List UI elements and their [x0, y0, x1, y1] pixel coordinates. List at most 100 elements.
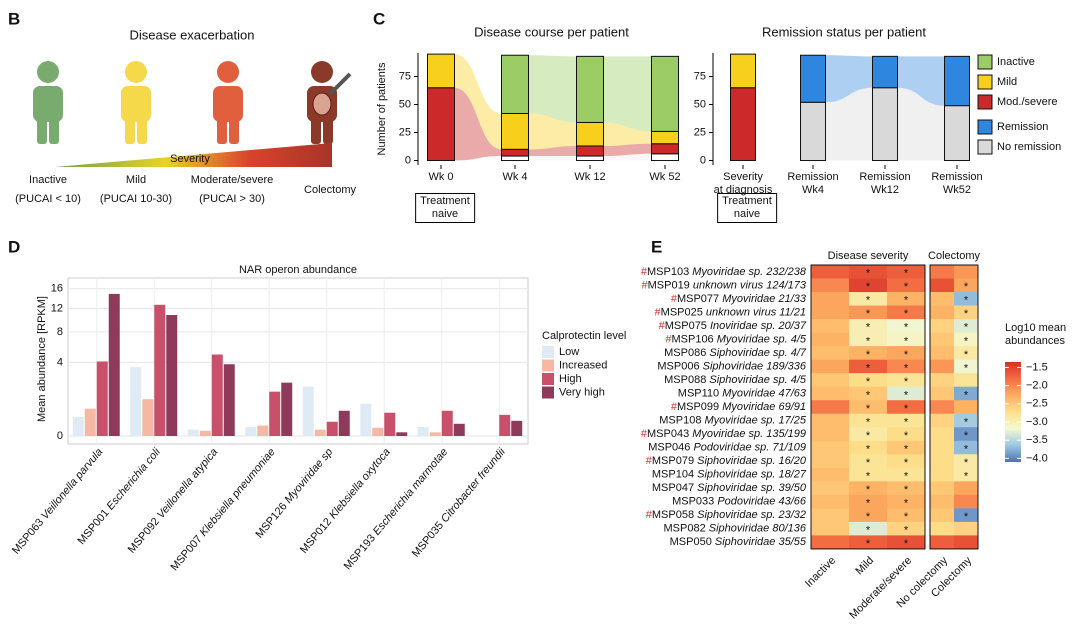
label-part: MSP086 — [664, 347, 709, 359]
bar — [245, 426, 257, 436]
label-part: # — [641, 266, 648, 278]
row-label: MSP108 Myoviridae sp. 17/25 — [659, 414, 807, 426]
label-part: Myoviridae 21/33 — [722, 293, 807, 305]
significance-star: * — [904, 470, 909, 482]
bar-segment — [944, 55, 970, 107]
y-axis-label: Mean abundance [RPKM] — [36, 296, 48, 422]
significance-star: * — [904, 457, 909, 469]
stage-criterion: (PUCAI 10-30) — [100, 193, 172, 205]
heatmap-cell — [930, 332, 955, 347]
significance-star: * — [866, 484, 871, 496]
significance-star: * — [964, 322, 969, 334]
flow — [603, 143, 652, 157]
heatmap-cell — [811, 319, 850, 333]
heatmap-cell — [849, 535, 888, 550]
label-part: MSP046 — [648, 441, 693, 453]
stage-name: Inactive — [29, 174, 67, 186]
heatmap-cell — [849, 427, 888, 442]
flow — [603, 56, 652, 132]
heatmap-cell — [849, 319, 888, 333]
bar — [154, 304, 166, 436]
bar — [429, 432, 441, 436]
label-part: MSP058 — [652, 509, 697, 521]
heatmap-cell — [811, 400, 850, 415]
bar — [396, 432, 408, 436]
significance-star: * — [964, 430, 969, 442]
heatmap-cell — [930, 265, 955, 279]
heatmap-cell — [811, 427, 850, 442]
legend-label: Mod./severe — [997, 96, 1058, 108]
heatmap-cell — [849, 400, 888, 415]
heatmap-cell — [930, 440, 955, 455]
bar-segment — [501, 155, 529, 162]
heatmap-cell — [849, 413, 888, 428]
x-tick-label: MSP063 Veillonella parvula — [10, 446, 105, 556]
label-part: # — [646, 455, 653, 467]
y-tick-label: 50 — [694, 98, 706, 110]
label-part: Myoviridae sp. 17/25 — [705, 414, 807, 426]
colorbar-tick-label: −4.0 — [1026, 452, 1048, 464]
bar-segment — [576, 145, 604, 157]
significance-star: * — [866, 443, 871, 455]
label-part: MSP033 — [672, 496, 717, 508]
label-part: Siphoviridae sp. 18/27 — [697, 468, 807, 480]
label-part: MSP104 — [652, 468, 697, 480]
column-group-label: Colectomy — [928, 250, 980, 262]
bar — [130, 367, 142, 436]
significance-star: * — [964, 362, 969, 374]
bar-segment — [501, 148, 529, 157]
y-tick-label: 0 — [700, 154, 706, 166]
label-part: MSP019 — [648, 279, 693, 291]
label-part: Veillonella atypica — [155, 446, 221, 521]
bar — [84, 408, 96, 436]
significance-star: * — [904, 308, 909, 320]
heatmap-cell — [930, 346, 955, 360]
label-part: MSP077 — [677, 293, 722, 305]
heatmap-cell — [849, 467, 888, 482]
significance-star: * — [866, 362, 871, 374]
colorbar-tick-label: −3.0 — [1026, 416, 1048, 428]
heatmap-cell — [954, 278, 979, 293]
legend-swatch — [977, 74, 993, 90]
heatmap-cell — [930, 319, 955, 333]
significance-star: * — [866, 525, 871, 537]
heatmap-cell — [887, 413, 926, 428]
severity-label: Severity — [170, 153, 210, 165]
label-part: MSP063 — [10, 514, 48, 556]
significance-star: * — [904, 498, 909, 510]
group-border — [810, 264, 926, 550]
heatmap-cell — [954, 467, 979, 482]
significance-star: * — [904, 443, 909, 455]
label-part: Klebsiella oxytoca — [327, 446, 393, 521]
legend-label: Remission — [997, 121, 1048, 133]
heatmap-cell — [954, 454, 979, 469]
label-part: Veillonella parvula — [39, 446, 105, 522]
heatmap-cell — [887, 292, 926, 306]
colorbar — [1005, 362, 1021, 462]
legend-title: Calprotectin level — [542, 330, 626, 342]
heatmap-cell — [887, 386, 926, 401]
heatmap-cell — [930, 359, 955, 374]
heatmap-cell — [849, 454, 888, 469]
row-label: MSP110 Myoviridae 47/63 — [678, 387, 807, 399]
label-part: Myoviridae 69/91 — [722, 401, 806, 413]
significance-star: * — [964, 335, 969, 347]
heatmap-cell — [849, 332, 888, 347]
bar — [360, 403, 372, 436]
significance-star: * — [866, 470, 871, 482]
significance-star: * — [964, 295, 969, 307]
label-part: # — [655, 306, 662, 318]
x-tick-label: MSP193 Escherichia marmotae — [342, 446, 451, 572]
row-label: MSP104 Siphoviridae sp. 18/27 — [652, 468, 807, 480]
y-tick-label: 16 — [51, 283, 63, 295]
significance-star: * — [904, 335, 909, 347]
heatmap-cell — [849, 521, 888, 536]
bar — [384, 412, 396, 436]
significance-star: * — [964, 281, 969, 293]
significance-star: * — [904, 362, 909, 374]
chart-title: Remission status per patient — [762, 24, 926, 39]
label-part: MSP025 — [661, 306, 706, 318]
heatmap-cell — [887, 440, 926, 455]
